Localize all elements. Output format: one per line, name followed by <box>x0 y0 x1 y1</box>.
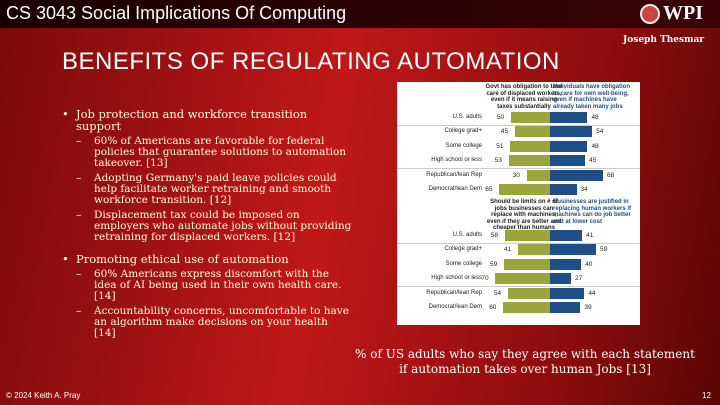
value-right: 68 <box>607 172 615 179</box>
value-left: 60 <box>489 304 497 311</box>
sub-bullet: 60% of Americans are favorable for feder… <box>62 136 352 169</box>
value-left: 59 <box>489 261 498 268</box>
sub-bullet: 60% Americans express discomfort with th… <box>62 269 352 302</box>
bar-right <box>550 141 588 152</box>
value-right: 34 <box>580 186 588 193</box>
author: Joseph Thesmar <box>623 35 705 45</box>
page-number: 12 <box>702 391 711 400</box>
bar-left <box>518 244 550 255</box>
seal-icon <box>640 3 660 24</box>
bar-left <box>511 112 550 123</box>
bar-left <box>508 155 550 166</box>
sub-bullet: Adopting Germany's paid leave policies c… <box>62 173 352 206</box>
bar-left <box>503 259 550 270</box>
bar-right <box>550 170 604 181</box>
bar-right <box>550 259 582 270</box>
value-left: 51 <box>496 143 504 150</box>
right-series-header: Individuals have obligation to care for … <box>553 84 631 110</box>
bar-left <box>510 141 550 152</box>
value-left: 50 <box>497 114 505 121</box>
chart-image: Govt has obligation to take care of disp… <box>397 82 640 325</box>
bar-left <box>495 273 550 284</box>
bar-right <box>550 112 588 123</box>
category-label: U.S. adults <box>452 114 482 120</box>
value-right: 44 <box>588 290 596 297</box>
value-left: 30 <box>512 172 520 179</box>
separator <box>397 243 640 244</box>
bar-right <box>550 288 585 299</box>
sub-bullet: Displacement tax could be imposed on emp… <box>62 210 352 243</box>
category-label: Republican/lean Rep <box>426 172 482 178</box>
category-label: High school or less <box>431 157 482 163</box>
value-left: 70 <box>481 275 489 282</box>
separator <box>397 286 640 287</box>
bar-left <box>504 230 550 241</box>
bar-left <box>503 302 550 313</box>
separator <box>397 125 640 126</box>
course-title: CS 3043 Social Implications Of Computing <box>6 3 347 23</box>
bar-right <box>550 184 577 195</box>
bar-left <box>499 184 550 195</box>
category-label: High school or less <box>431 275 482 281</box>
bar-right <box>550 126 593 137</box>
category-label: Republican/lean Rep <box>426 290 482 296</box>
bar-right <box>550 302 581 313</box>
bar-right <box>550 155 586 166</box>
value-left: 41 <box>504 246 512 253</box>
value-right: 54 <box>596 128 604 135</box>
category-label: Some college <box>445 143 482 149</box>
left-series-header: Should be limits on # of jobs businesses… <box>486 199 562 231</box>
logo-text: WPI <box>663 2 703 24</box>
value-right: 59 <box>600 246 608 253</box>
slide-title: BENEFITS OF REGULATING AUTOMATION <box>62 48 560 75</box>
category-label: College grad+ <box>444 128 482 134</box>
wpi-logo: WPI <box>640 2 703 25</box>
value-left: 65 <box>485 186 493 193</box>
value-right: 45 <box>589 157 597 164</box>
bar-left <box>526 170 550 181</box>
value-right: 40 <box>585 261 593 268</box>
value-left: 54 <box>493 290 502 297</box>
bullet: Job protection and workforce transition … <box>62 108 352 132</box>
left-series-header: Govt has obligation to take care of disp… <box>485 84 563 110</box>
value-right: 41 <box>585 232 594 239</box>
category-label: College grad+ <box>444 246 482 252</box>
copyright: © 2024 Keith A. Pray <box>6 391 81 400</box>
value-left: 45 <box>500 128 509 135</box>
bar-left <box>514 126 550 137</box>
value-right: 39 <box>584 304 592 311</box>
bullet-list: Job protection and workforce transition … <box>62 108 352 343</box>
header-bar <box>0 0 720 28</box>
chart-caption: % of US adults who say they agree with e… <box>355 347 695 376</box>
category-label: Democrat/lean Dem <box>428 186 482 192</box>
bar-left <box>507 288 550 299</box>
category-label: Some college <box>445 261 482 267</box>
bar-right <box>550 230 582 241</box>
value-right: 27 <box>575 275 583 282</box>
value-right: 48 <box>591 143 599 150</box>
value-left: 58 <box>490 232 498 239</box>
bar-right <box>550 273 572 284</box>
bullet: Promoting ethical use of automation <box>62 253 352 265</box>
value-left: 53 <box>494 157 502 164</box>
value-right: 48 <box>591 114 599 121</box>
separator <box>397 168 640 169</box>
category-label: Democrat/lean Dem <box>428 304 482 310</box>
sub-bullet: Accountability concerns, uncomfortable t… <box>62 306 352 339</box>
bar-right <box>550 244 597 255</box>
right-series-header: Businesses are justified in replacing hu… <box>553 199 632 225</box>
category-label: U.S. adults <box>452 232 482 238</box>
